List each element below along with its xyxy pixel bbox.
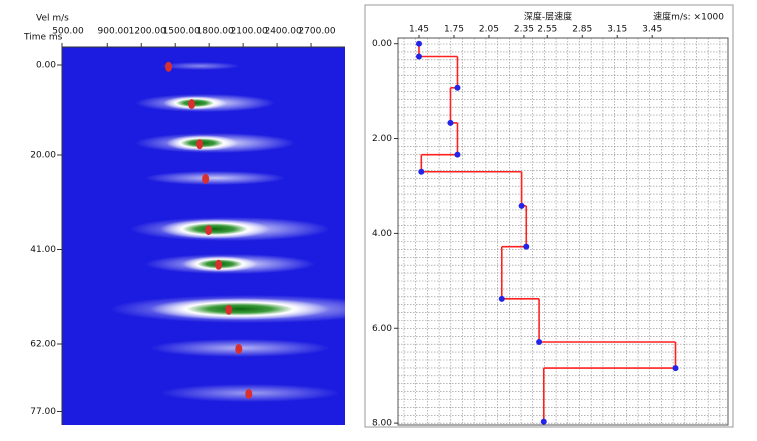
x-tick-label: 2400.00 — [264, 27, 301, 37]
boundary-point — [454, 84, 461, 91]
boundary-point — [454, 151, 461, 158]
x-tick-label: 2100.00 — [231, 27, 268, 37]
y-tick-label: 6.00 — [372, 324, 392, 334]
y-tick-label: 62.00 — [30, 340, 56, 350]
x-tick-label: 1.75 — [444, 25, 464, 35]
boundary-point — [415, 53, 422, 60]
x-tick-label: 1500.00 — [163, 27, 200, 37]
x-tick-label: 2.05 — [479, 25, 499, 35]
boundary-point — [536, 339, 543, 346]
x-axis-label: 速度m/s: ×1000 — [653, 11, 724, 23]
chart-title: 深度-层速度 — [524, 11, 572, 23]
fine-grid — [398, 38, 728, 425]
y-tick-label: 0.00 — [36, 61, 56, 71]
x-tick-label: 500.00 — [52, 27, 84, 37]
y-tick-label: 20.00 — [30, 151, 56, 161]
pick-point — [202, 173, 210, 184]
y-tick-label: 2.00 — [372, 134, 392, 144]
y-tick-label: 8.00 — [372, 419, 392, 429]
x-tick-label: 2700.00 — [298, 27, 335, 37]
energy-blob — [150, 298, 330, 320]
energy-blob — [160, 219, 270, 239]
plot-frame — [397, 37, 729, 426]
boundary-point — [447, 119, 454, 126]
x-tick-label: 2.35 — [514, 25, 534, 35]
x-axis-label: Vel m/s — [36, 14, 69, 24]
x-tick-label: 3.15 — [607, 25, 627, 35]
pick-point — [225, 304, 233, 315]
boundary-point — [672, 365, 679, 372]
pick-point — [215, 259, 223, 270]
boundary-point — [523, 243, 530, 250]
x-tick-label: 900.00 — [98, 27, 130, 37]
y-tick-label: 4.00 — [372, 229, 392, 239]
pick-point — [196, 139, 204, 150]
pick-point — [165, 61, 173, 72]
y-axis-label: Time ms — [23, 33, 63, 43]
boundary-point — [418, 168, 425, 175]
pick-point — [188, 99, 196, 110]
velocity-spectrum-panel: Vel m/s Time ms 500.00 900.00 1200.001500.… — [23, 14, 345, 425]
y-tick-label: 0.00 — [372, 39, 392, 49]
y-tick-label: 41.00 — [30, 245, 56, 255]
pick-point — [205, 225, 213, 236]
boundary-point — [498, 295, 505, 302]
interval-velocity-panel: 深度-层速度 速度m/s: ×1000 1.45 1.75 2.05 2.35 2.55… — [364, 4, 734, 429]
pick-point — [235, 343, 243, 354]
energy-halo — [145, 171, 285, 185]
y-tick-label: 77.00 — [30, 407, 56, 417]
panel-frame — [364, 4, 734, 428]
pick-point — [245, 388, 253, 399]
x-tick-label: 2.55 — [537, 25, 557, 35]
x-tick-label: 1200.00 — [129, 27, 166, 37]
boundary-point — [518, 202, 525, 209]
x-tick-label: 2.85 — [572, 25, 592, 35]
boundary-point — [415, 40, 422, 47]
boundary-point — [540, 418, 547, 425]
energy-halo — [160, 62, 240, 70]
x-tick-label: 1800.00 — [197, 27, 234, 37]
x-tick-label: 1.45 — [409, 25, 429, 35]
x-tick-label: 3.45 — [642, 25, 662, 35]
energy-blobs — [110, 62, 345, 402]
